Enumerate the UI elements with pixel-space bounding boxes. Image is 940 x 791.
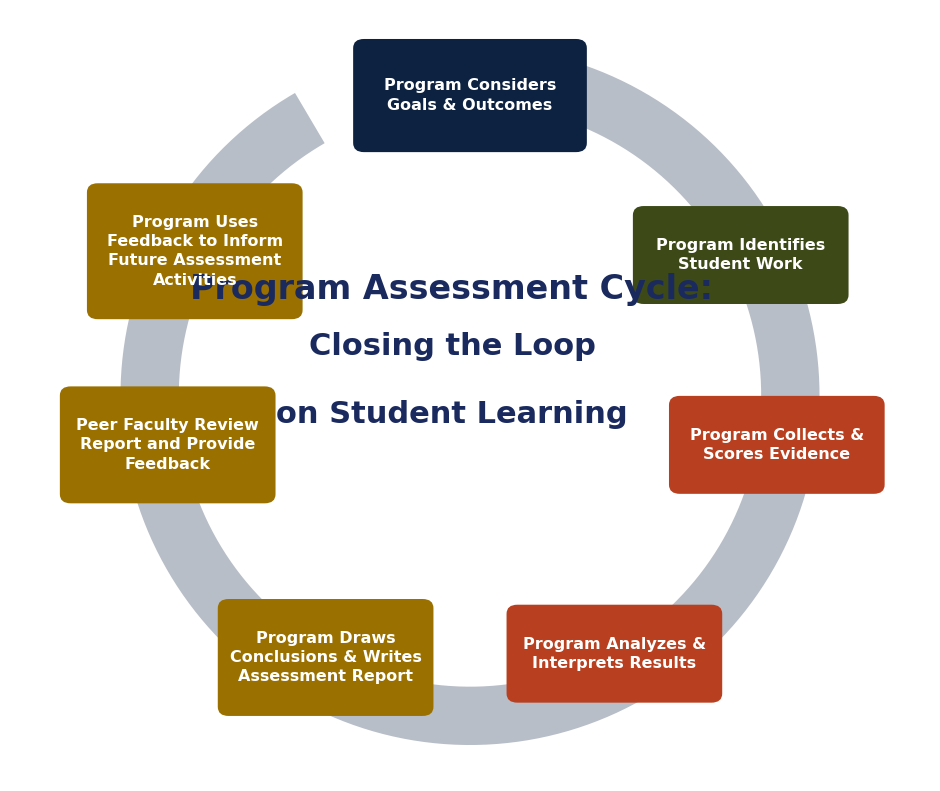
Text: Program Draws
Conclusions & Writes
Assessment Report: Program Draws Conclusions & Writes Asses… [229, 630, 421, 684]
FancyBboxPatch shape [218, 599, 433, 716]
Text: Program Analyzes &
Interprets Results: Program Analyzes & Interprets Results [523, 637, 706, 671]
Text: on Student Learning: on Student Learning [276, 400, 628, 429]
Text: Peer Faculty Review
Report and Provide
Feedback: Peer Faculty Review Report and Provide F… [76, 418, 259, 471]
FancyBboxPatch shape [86, 184, 303, 320]
Text: Program Collects &
Scores Evidence: Program Collects & Scores Evidence [690, 428, 864, 462]
Text: Closing the Loop: Closing the Loop [308, 331, 595, 361]
FancyBboxPatch shape [60, 386, 275, 503]
FancyBboxPatch shape [353, 39, 587, 152]
Text: Program Uses
Feedback to Inform
Future Assessment
Activities: Program Uses Feedback to Inform Future A… [107, 215, 283, 287]
Text: Program Identifies
Student Work: Program Identifies Student Work [656, 238, 825, 272]
FancyBboxPatch shape [669, 396, 885, 494]
Text: Program Considers
Goals & Outcomes: Program Considers Goals & Outcomes [384, 78, 556, 112]
FancyBboxPatch shape [507, 604, 722, 702]
FancyBboxPatch shape [633, 206, 849, 304]
Text: Program Assessment Cycle:: Program Assessment Cycle: [191, 273, 713, 305]
